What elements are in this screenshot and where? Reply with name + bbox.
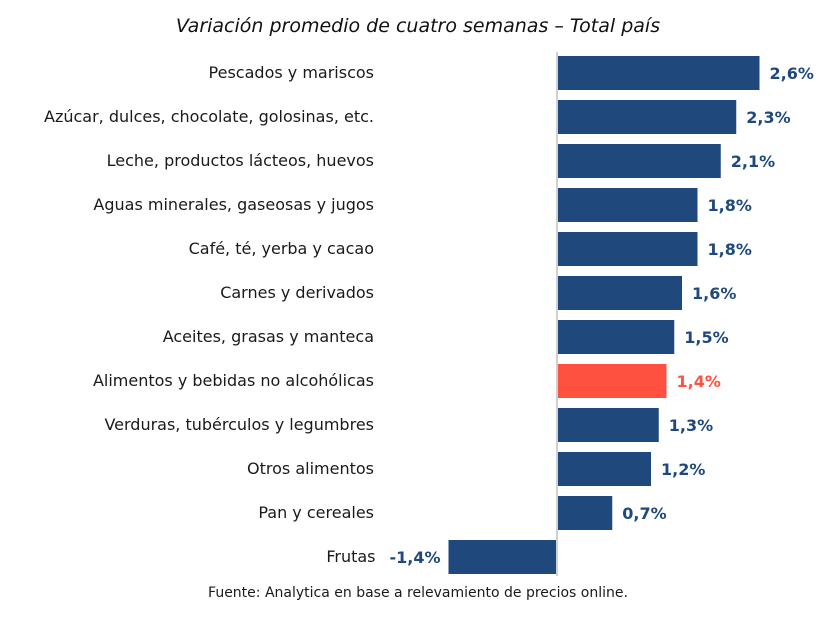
bar xyxy=(558,408,659,442)
data-label: 2,6% xyxy=(770,64,814,83)
data-label: 1,8% xyxy=(708,240,752,259)
bar xyxy=(558,144,721,178)
bar xyxy=(558,364,667,398)
category-label: Leche, productos lácteos, huevos xyxy=(107,151,374,170)
data-label: -1,4% xyxy=(389,548,440,567)
category-label: Azúcar, dulces, chocolate, golosinas, et… xyxy=(44,107,374,126)
bar xyxy=(558,232,698,266)
bars-group: Pescados y mariscos 2,6% Azúcar, dulces, c… xyxy=(44,56,814,574)
category-label: Verduras, tubérculos y legumbres xyxy=(104,415,374,434)
bar xyxy=(558,320,675,354)
category-label: Aguas minerales, gaseosas y jugos xyxy=(93,195,374,214)
category-label: Carnes y derivados xyxy=(220,283,374,302)
data-label: 1,4% xyxy=(677,372,721,391)
category-label: Frutas xyxy=(326,547,375,566)
bar xyxy=(558,188,698,222)
bar xyxy=(448,540,557,574)
bar xyxy=(558,56,760,90)
category-label: Otros alimentos xyxy=(247,459,374,478)
category-label: Pescados y mariscos xyxy=(209,63,374,82)
category-label: Pan y cereales xyxy=(258,503,374,522)
data-label: 1,5% xyxy=(684,328,728,347)
bar xyxy=(558,496,613,530)
data-label: 2,1% xyxy=(731,152,775,171)
data-label: 2,3% xyxy=(746,108,790,127)
category-label: Alimentos y bebidas no alcohólicas xyxy=(93,371,374,390)
data-label: 1,6% xyxy=(692,284,736,303)
bar xyxy=(558,100,737,134)
category-label: Aceites, grasas y manteca xyxy=(163,327,374,346)
data-label: 1,2% xyxy=(661,460,705,479)
bar xyxy=(558,452,651,486)
bar xyxy=(558,276,682,310)
data-label: 0,7% xyxy=(622,504,666,523)
source-note: Fuente: Analytica en base a relevamiento… xyxy=(208,585,628,601)
category-label: Café, té, yerba y cacao xyxy=(189,239,374,258)
data-label: 1,8% xyxy=(708,196,752,215)
chart-title: Variación promedio de cuatro semanas – T… xyxy=(176,15,660,37)
data-label: 1,3% xyxy=(669,416,713,435)
